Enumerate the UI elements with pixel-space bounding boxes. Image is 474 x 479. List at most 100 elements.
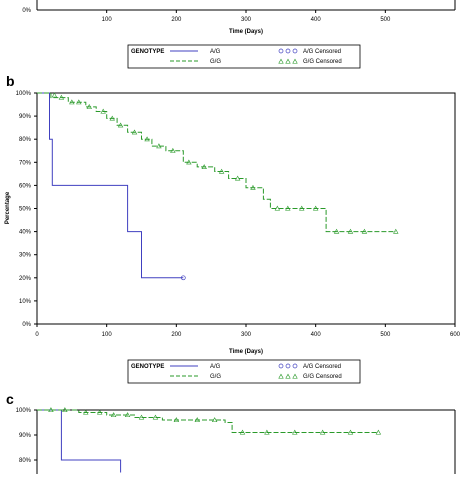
panel-b-x-tick-label-0: 0 — [35, 332, 39, 338]
panel-b-gg-censor-7 — [117, 122, 124, 128]
panel-b-gg-censor-11 — [170, 147, 176, 153]
panel-a-legend-gg-censored-label: G/G Censored — [303, 59, 342, 65]
panel-c-y-tick-label-1: 90% — [19, 433, 32, 439]
panel-c-gg-censor-7 — [152, 414, 159, 420]
panel-b-legend-gg-label: G/G — [210, 374, 221, 380]
panel-a-legend-ag-label: A/G — [210, 49, 221, 55]
panel-c-gg-censor-11 — [239, 429, 246, 435]
panel-b-series-gg-line — [37, 92, 396, 233]
panel-c-letter: c — [6, 391, 14, 407]
panel-c-curves — [37, 407, 382, 473]
panel-b-gg-censor-8 — [131, 129, 138, 135]
panel-b-y-ticks: 0% 10% 20% 30% 40% 50% 60% 70% 80% 90% 100% — [16, 91, 37, 328]
panel-b: b 0% 10% 20% 30% 40% 50% 60% 70% 80% 90% 100% 0 100… — [5, 73, 461, 384]
panel-b-y-tick-label-7: 70% — [19, 160, 32, 166]
panel-b-gg-censor-22 — [347, 228, 354, 234]
panel-b-legend-ag-censor-1 — [278, 363, 284, 369]
panel-b-x-tick-label-3: 300 — [241, 332, 252, 338]
panel-c-gg-censor-16 — [375, 429, 382, 435]
panel-b-x-tick-label-4: 400 — [311, 332, 322, 338]
panel-a-x-tick-label-4: 500 — [380, 17, 391, 23]
panel-b-y-tick-label-4: 40% — [19, 230, 32, 236]
panel-b-gg-censor-23 — [361, 228, 368, 234]
panel-b-gg-censor-0 — [51, 92, 58, 98]
panel-c-y-ticks: 100% 90% 80% — [16, 408, 37, 464]
panel-b-series-ag-line — [37, 92, 184, 279]
panel-c-gg-censor-2 — [83, 409, 89, 415]
panel-c-gg-censor-0 — [48, 407, 54, 413]
panel-b-gg-censor-16 — [250, 184, 256, 190]
panel-c-gg-censor-4 — [110, 412, 117, 418]
panel-b-gg-censor-9 — [144, 136, 150, 142]
panel-c-gg-censor-10 — [211, 417, 218, 423]
panel-c-gg-censor-12 — [264, 429, 270, 435]
panel-b-x-tick-label-5: 500 — [380, 332, 391, 338]
legend-gg-censor-mark-1 — [278, 58, 284, 64]
legend-gg-censor-mark-3 — [292, 58, 298, 64]
panel-a-legend-ag-censored-label: A/G Censored — [303, 49, 341, 55]
panel-a-x-ticks: 100 200 300 400 500 — [102, 10, 391, 23]
panel-b-y-tick-label-8: 80% — [19, 137, 32, 143]
panel-a-x-label: Time (Days) — [229, 29, 263, 35]
panel-b-x-tick-label-6: 600 — [450, 332, 461, 338]
legend-gg-censor-mark-2 — [285, 58, 291, 64]
panel-b-gg-censor-18 — [285, 205, 291, 211]
panel-b-gg-censor-12 — [186, 159, 192, 165]
panel-b-gg-censor-20 — [312, 205, 319, 211]
panel-c-gg-censor-5 — [124, 412, 131, 418]
panel-b-gg-censor-15 — [234, 175, 241, 181]
panel-b-x-tick-label-1: 100 — [102, 332, 113, 338]
panel-a-x-tick-label-2: 300 — [241, 17, 252, 23]
panel-b-curves — [37, 92, 399, 281]
panel-c: c 100% 90% 80% — [6, 391, 456, 474]
panel-b-y-tick-label-6: 60% — [19, 183, 32, 189]
panel-c-gg-censor-3 — [96, 409, 103, 415]
panel-b-y-tick-label-2: 20% — [19, 276, 32, 282]
panel-b-ag-censor-0 — [180, 275, 186, 281]
panel-b-legend-header: GENOTYPE — [131, 364, 164, 370]
panel-b-x-tick-label-2: 200 — [171, 332, 182, 338]
panel-b-legend-ag-label: A/G — [210, 364, 221, 370]
panel-b-legend-gg-censor-marks — [278, 373, 298, 379]
legend-gg-censor-mark-1 — [278, 373, 284, 379]
panel-b-y-tick-label-10: 100% — [16, 91, 32, 97]
panel-b-y-tick-label-5: 50% — [19, 207, 32, 213]
panel-b-gg-censor-10 — [156, 143, 162, 149]
panel-b-gg-censor-3 — [76, 99, 82, 105]
panel-a-legend-ag-censor-1 — [278, 48, 284, 54]
panel-c-gg-censor-13 — [292, 429, 298, 435]
panel-b-legend-ag-censored-label: A/G Censored — [303, 364, 341, 370]
panel-b-legend-ag-censor-2 — [285, 363, 291, 369]
panel-a-x-tick-label-0: 100 — [102, 17, 113, 23]
panel-a-x-tick-label-3: 400 — [311, 17, 322, 23]
panel-b-gg-censor-21 — [333, 228, 340, 234]
panel-b-y-tick-label-0: 0% — [22, 322, 31, 328]
panel-b-y-tick-label-3: 30% — [19, 253, 32, 259]
panel-a-legend-header: GENOTYPE — [131, 49, 164, 55]
panel-b-x-label: Time (Days) — [229, 349, 263, 355]
panel-a-legend-gg-censor-marks — [278, 58, 298, 64]
panel-c-series-ag-line — [37, 409, 122, 473]
panel-b-plot-frame — [36, 92, 456, 325]
panel-a-legend-gg-label: G/G — [210, 59, 221, 65]
panel-b-y-label: Percentage — [5, 191, 11, 224]
panel-b-y-tick-label-1: 10% — [19, 299, 32, 305]
panel-c-gg-censor-14 — [319, 429, 326, 435]
panel-b-gg-censor-13 — [201, 164, 207, 169]
panel-c-gg-censor-15 — [347, 429, 354, 435]
panel-b-legend-ag-censor-3 — [292, 363, 298, 369]
panel-b-gg-censor-19 — [299, 205, 305, 211]
panel-b-gg-censor-2 — [69, 99, 75, 105]
panel-c-series-gg-line — [37, 409, 379, 433]
panel-c-gg-censor-6 — [138, 414, 145, 420]
panel-b-gg-censor-17 — [274, 205, 281, 211]
legend-gg-censor-mark-2 — [285, 373, 291, 379]
panel-b-letter: b — [6, 73, 15, 89]
panel-b-gg-censor-4 — [86, 104, 92, 109]
panel-b-gg-censor-6 — [109, 115, 115, 121]
panel-b-legend-box — [127, 359, 361, 384]
panel-c-y-tick-label-2: 80% — [19, 458, 32, 464]
panel-c-gg-censor-8 — [173, 417, 180, 423]
panel-b-legend-gg-censored-label: G/G Censored — [303, 374, 342, 380]
